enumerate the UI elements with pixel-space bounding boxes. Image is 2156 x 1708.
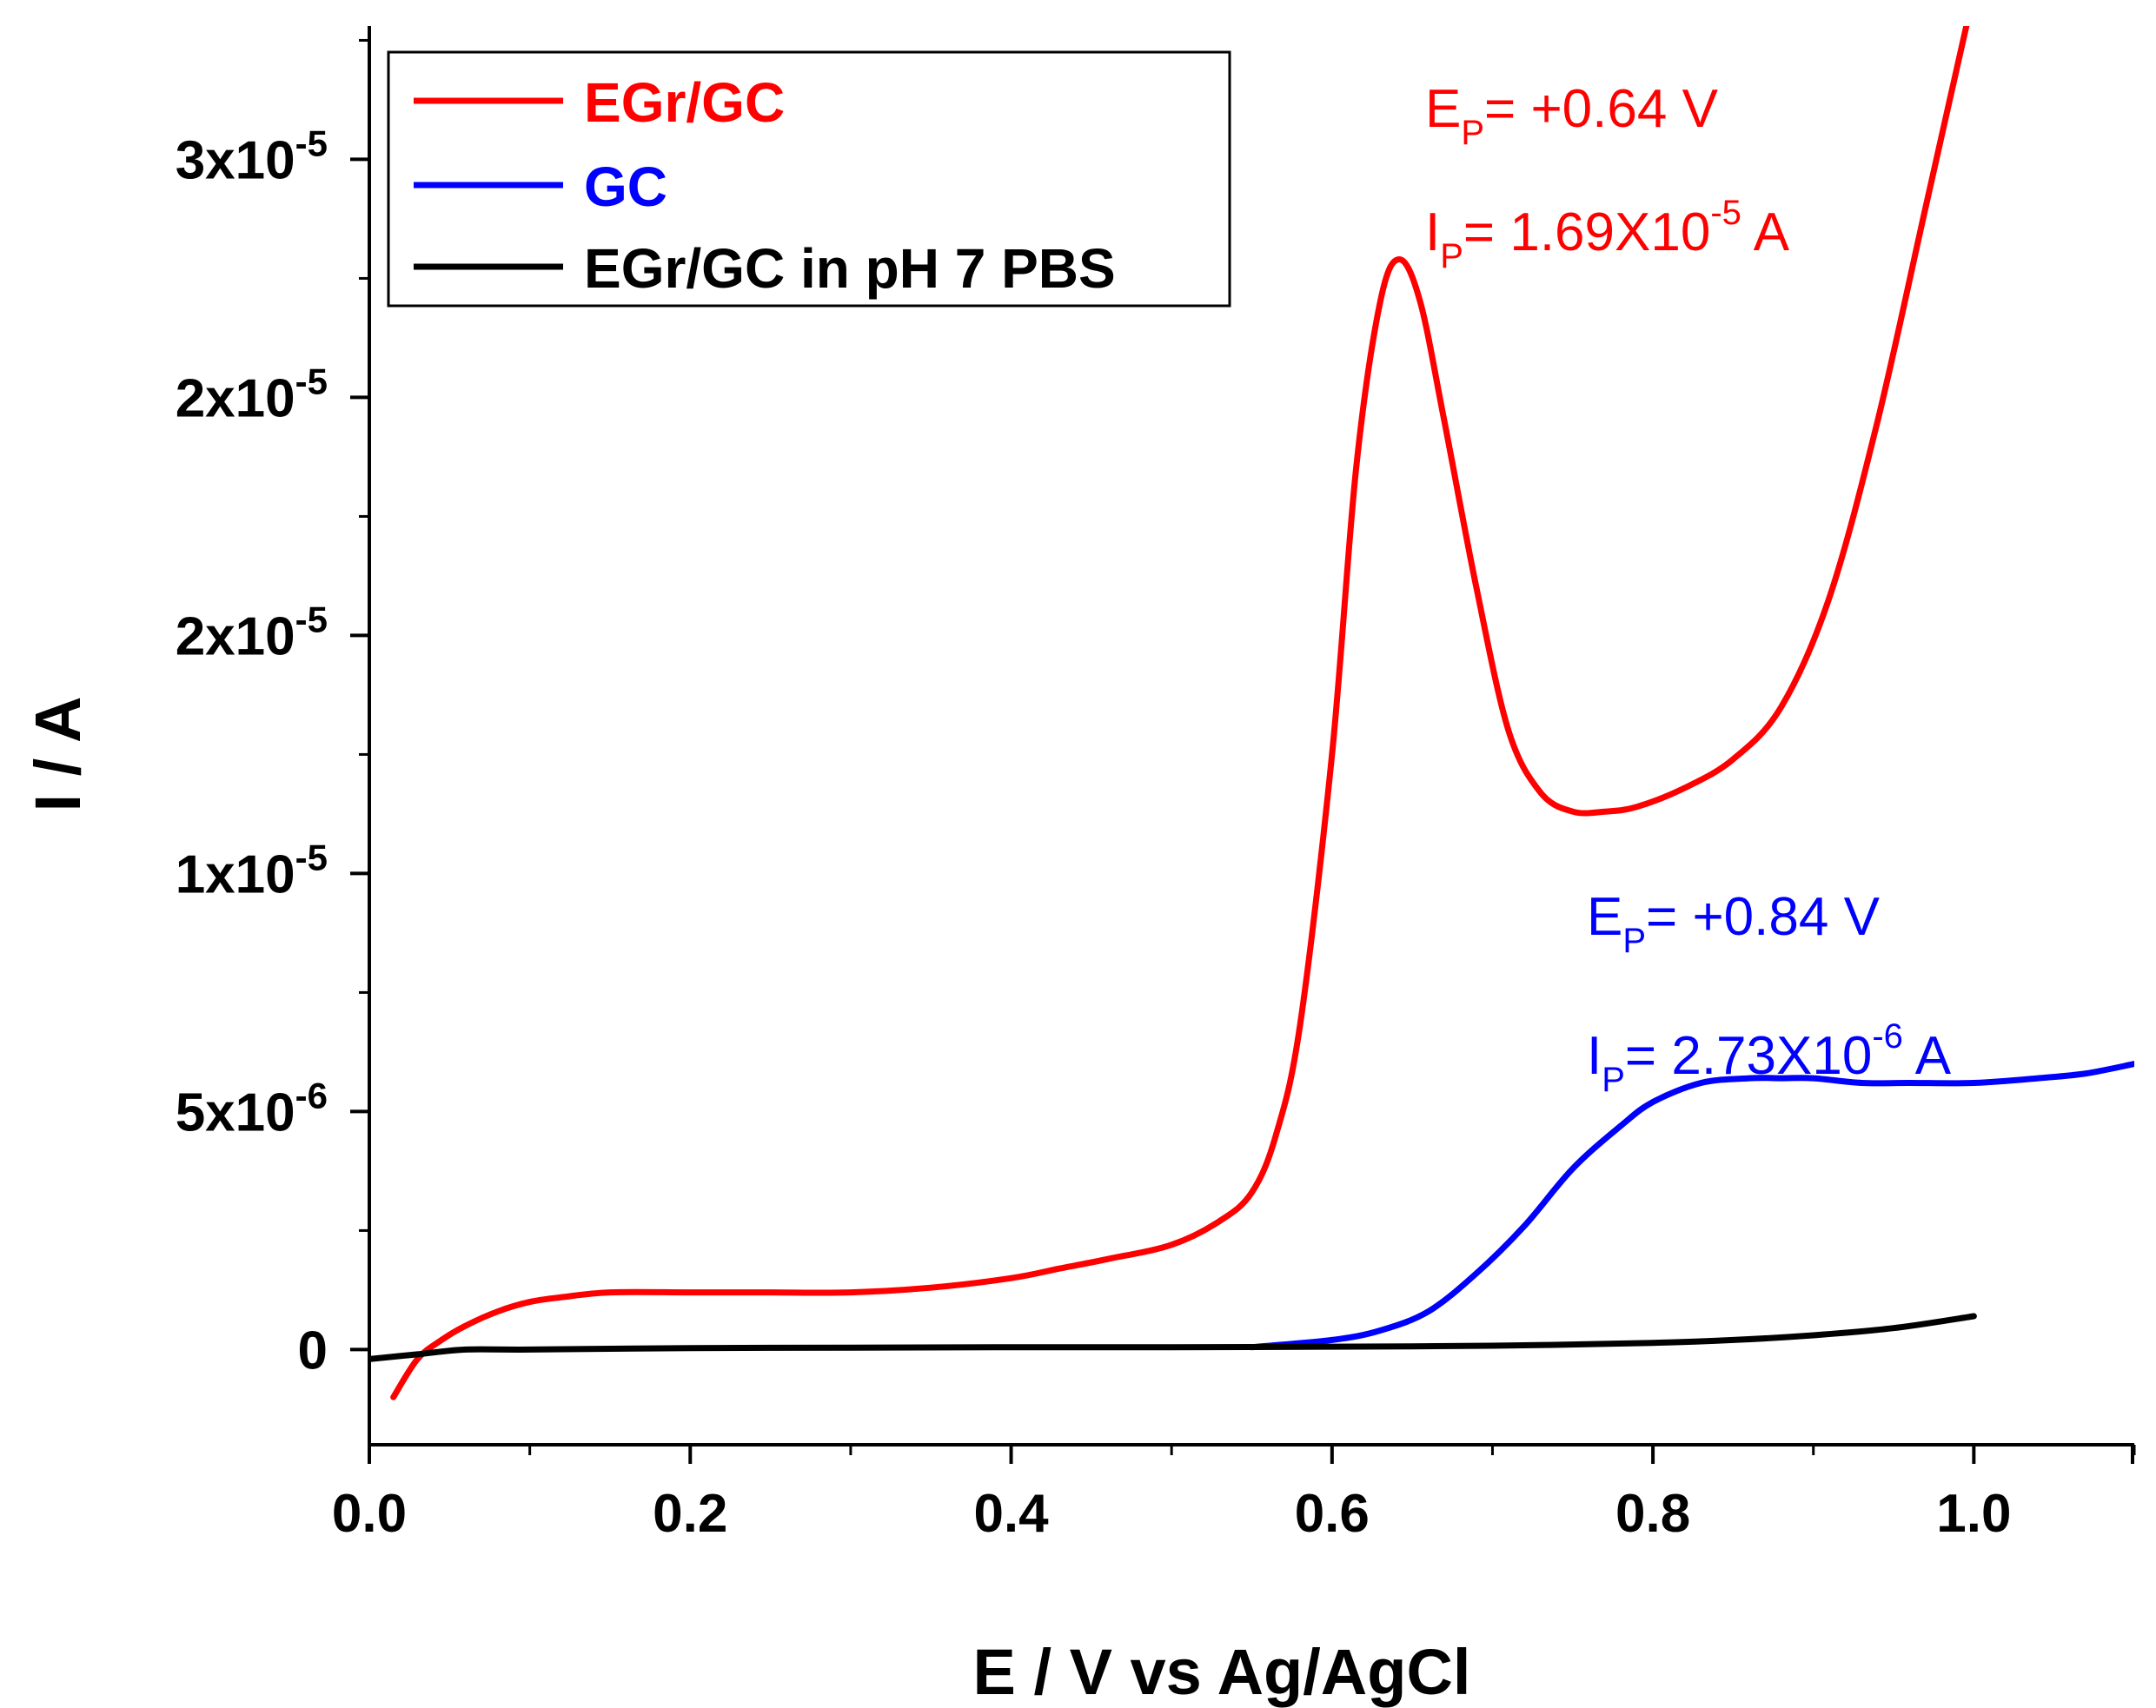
legend-label-egr-gc-pbs: EGr/GC in pH 7 PBS [584, 237, 1116, 300]
x-tick-label: 0.0 [332, 1484, 407, 1544]
y-tick-label: 3x10-5 [176, 122, 328, 190]
annotation-blue-ep: EP= +0.84 V [1587, 887, 1881, 960]
x-axis-title: E / V vs Ag/AgCl [973, 1636, 1471, 1708]
x-tick-label: 0.2 [653, 1484, 727, 1544]
legend-label-egr-gc: EGr/GC [584, 71, 785, 134]
legend-label-gc: GC [584, 156, 667, 218]
ticks-layer: 0.0 0.2 0.4 0.6 0.8 1.0 0 5x10-6 1x10-5 2x10-5 2x1… [176, 38, 2136, 1544]
x-tick-label: 0.4 [973, 1484, 1049, 1544]
series-line-gc [1249, 1061, 2134, 1351]
y-tick-label: 0 [298, 1321, 328, 1380]
annotation-blue-ip: IP= 2.73X10-6 A [1587, 1017, 1952, 1099]
annotation-red-ep: EP= +0.64 V [1425, 79, 1719, 152]
x-tick-label: 0.8 [1615, 1484, 1690, 1544]
series-layer [369, 26, 2134, 1400]
y-axis-title: I / A [22, 697, 94, 812]
x-tick-label: 0.6 [1295, 1484, 1370, 1544]
annotation-red-ip: IP= 1.69X10-5 A [1425, 194, 1790, 275]
y-tick-label: 2x10-5 [176, 361, 328, 428]
y-tick-label: 5x10-6 [176, 1075, 328, 1142]
y-tick-label: 1x10-5 [176, 837, 328, 904]
series-line-egr-gc [390, 26, 1970, 1400]
legend-box [387, 50, 1231, 308]
series-line-egr-gc-in-ph-7-pbs [369, 1313, 1977, 1362]
y-tick-label: 2x10-5 [176, 599, 328, 666]
axes-layer [368, 26, 2134, 1447]
legend: EGr/GC GC EGr/GC in pH 7 PBS [387, 50, 1231, 308]
x-tick-label: 1.0 [1936, 1484, 2011, 1544]
